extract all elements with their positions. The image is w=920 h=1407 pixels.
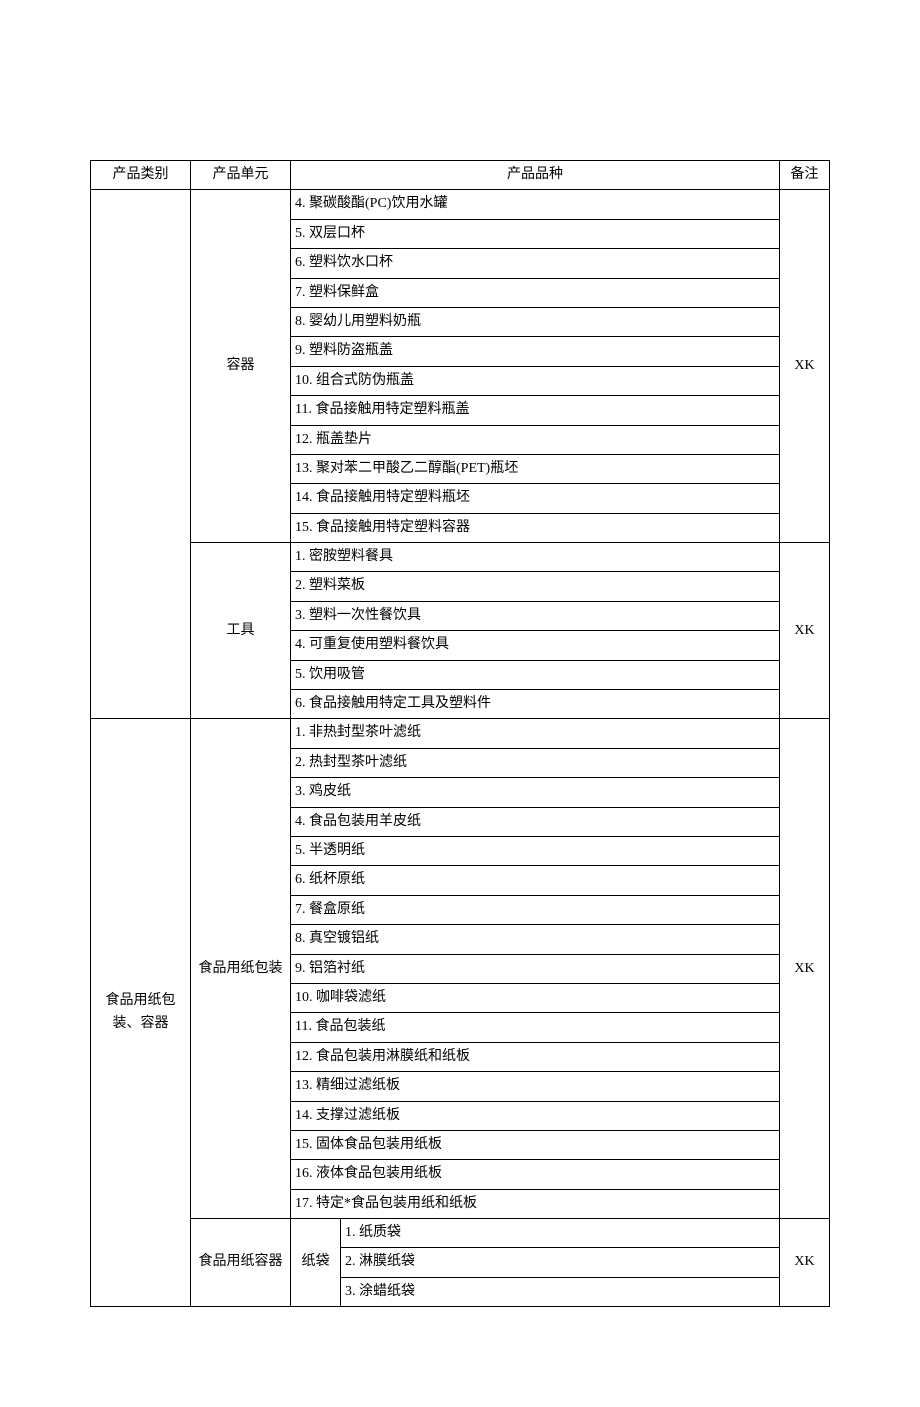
variety-cell: 1. 纸质袋 (341, 1219, 780, 1248)
variety-cell: 16. 液体食品包装用纸板 (291, 1160, 780, 1189)
unit-cell: 食品用纸容器 (191, 1219, 291, 1307)
variety-cell: 15. 固体食品包装用纸板 (291, 1130, 780, 1159)
category-cell (91, 190, 191, 719)
variety-cell: 8. 婴幼儿用塑料奶瓶 (291, 307, 780, 336)
product-table: 产品类别 产品单元 产品品种 备注 容器4. 聚碳酸酯(PC)饮用水罐XK5. … (90, 160, 830, 1307)
note-cell: XK (780, 190, 830, 543)
variety-cell: 6. 塑料饮水口杯 (291, 249, 780, 278)
variety-cell: 17. 特定*食品包装用纸和纸板 (291, 1189, 780, 1218)
variety-cell: 2. 热封型茶叶滤纸 (291, 748, 780, 777)
variety-cell: 3. 塑料一次性餐饮具 (291, 601, 780, 630)
variety-cell: 12. 食品包装用淋膜纸和纸板 (291, 1042, 780, 1071)
variety-cell: 14. 支撑过滤纸板 (291, 1101, 780, 1130)
variety-cell: 2. 淋膜纸袋 (341, 1248, 780, 1277)
table-row: 工具1. 密胺塑料餐具XK (91, 543, 830, 572)
variety-cell: 6. 食品接触用特定工具及塑料件 (291, 690, 780, 719)
variety-cell: 4. 聚碳酸酯(PC)饮用水罐 (291, 190, 780, 219)
variety-cell: 11. 食品接触用特定塑料瓶盖 (291, 396, 780, 425)
variety-cell: 1. 密胺塑料餐具 (291, 543, 780, 572)
variety-cell: 7. 餐盒原纸 (291, 895, 780, 924)
variety-cell: 2. 塑料菜板 (291, 572, 780, 601)
header-note: 备注 (780, 161, 830, 190)
note-cell: XK (780, 1219, 830, 1307)
unit-cell: 容器 (191, 190, 291, 543)
variety-cell: 7. 塑料保鲜盒 (291, 278, 780, 307)
variety-cell: 10. 咖啡袋滤纸 (291, 983, 780, 1012)
subunit-cell: 纸袋 (291, 1219, 341, 1307)
variety-cell: 4. 食品包装用羊皮纸 (291, 807, 780, 836)
unit-cell: 食品用纸包装 (191, 719, 291, 1219)
table-header-row: 产品类别 产品单元 产品品种 备注 (91, 161, 830, 190)
variety-cell: 5. 双层口杯 (291, 219, 780, 248)
note-cell: XK (780, 719, 830, 1219)
header-variety: 产品品种 (291, 161, 780, 190)
variety-cell: 9. 塑料防盗瓶盖 (291, 337, 780, 366)
variety-cell: 10. 组合式防伪瓶盖 (291, 366, 780, 395)
variety-cell: 14. 食品接触用特定塑料瓶坯 (291, 484, 780, 513)
table-row: 食品用纸包装、容器食品用纸包装1. 非热封型茶叶滤纸XK (91, 719, 830, 748)
variety-cell: 13. 精细过滤纸板 (291, 1072, 780, 1101)
variety-cell: 11. 食品包装纸 (291, 1013, 780, 1042)
unit-cell: 工具 (191, 543, 291, 719)
table-row: 容器4. 聚碳酸酯(PC)饮用水罐XK (91, 190, 830, 219)
table-row: 食品用纸容器纸袋1. 纸质袋XK (91, 1219, 830, 1248)
variety-cell: 5. 半透明纸 (291, 836, 780, 865)
variety-cell: 5. 饮用吸管 (291, 660, 780, 689)
variety-cell: 3. 涂蜡纸袋 (341, 1277, 780, 1306)
variety-cell: 4. 可重复使用塑料餐饮具 (291, 631, 780, 660)
variety-cell: 8. 真空镀铝纸 (291, 925, 780, 954)
variety-cell: 6. 纸杯原纸 (291, 866, 780, 895)
variety-cell: 12. 瓶盖垫片 (291, 425, 780, 454)
category-cell: 食品用纸包装、容器 (91, 719, 191, 1307)
variety-cell: 9. 铝箔衬纸 (291, 954, 780, 983)
header-unit: 产品单元 (191, 161, 291, 190)
variety-cell: 13. 聚对苯二甲酸乙二醇酯(PET)瓶坯 (291, 454, 780, 483)
note-cell: XK (780, 543, 830, 719)
variety-cell: 3. 鸡皮纸 (291, 778, 780, 807)
variety-cell: 15. 食品接触用特定塑料容器 (291, 513, 780, 542)
header-category: 产品类别 (91, 161, 191, 190)
variety-cell: 1. 非热封型茶叶滤纸 (291, 719, 780, 748)
